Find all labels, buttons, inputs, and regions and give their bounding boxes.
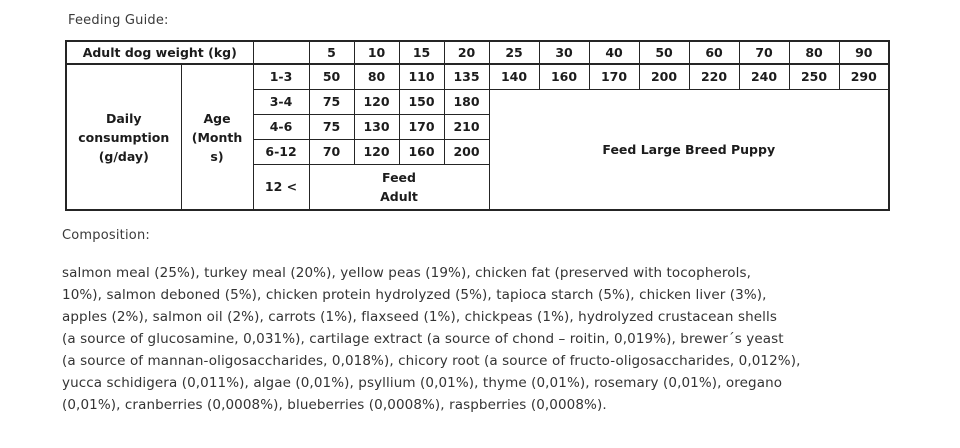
- table-row-age-6-12: 6-12 70 120 160 200: [66, 138, 889, 165]
- value-cell: 170: [588, 63, 640, 90]
- table-row-age-4-6: 4-6 75 130 170 210: [66, 113, 889, 140]
- table-row-age-12-plus: 12 < Feed Adult: [66, 163, 889, 211]
- weight-header-cell: 80: [788, 40, 840, 65]
- weight-header-cell: 50: [638, 40, 690, 65]
- daily-consumption-label-cell: Daily consumption (g/day): [65, 63, 182, 211]
- feed-large-breed-puppy-cell: Feed Large Breed Puppy: [488, 88, 890, 211]
- weight-header-cell: 15: [398, 40, 445, 65]
- value-cell: 75: [308, 88, 355, 115]
- value-cell: 50: [308, 63, 355, 90]
- value-cell: 250: [788, 63, 840, 90]
- table-header-row: Adult dog weight (kg) 5 10 15 20 25 30 4…: [65, 40, 890, 65]
- composition-label: Composition:: [62, 228, 150, 243]
- weight-header-cell: 30: [538, 40, 590, 65]
- value-cell: 200: [443, 138, 490, 165]
- weight-header-cell: 25: [488, 40, 540, 65]
- age-range-cell: 6-12: [252, 138, 310, 165]
- value-cell: 130: [353, 113, 400, 140]
- weight-header-cell: 60: [688, 40, 740, 65]
- weight-header-cell: 20: [443, 40, 490, 65]
- adult-dog-weight-header-cell: Adult dog weight (kg): [65, 40, 254, 65]
- feeding-guide-label: Feeding Guide:: [68, 13, 169, 28]
- table-row-age-1-3: Daily consumption (g/day) Age (Month s) …: [65, 63, 890, 211]
- value-cell: 120: [353, 88, 400, 115]
- age-range-cell: 1-3: [252, 63, 310, 90]
- weight-header-cell: 40: [588, 40, 640, 65]
- age-range-cell: 12 <: [252, 163, 310, 211]
- value-cell: 120: [353, 138, 400, 165]
- weight-header-cell: 10: [353, 40, 400, 65]
- value-cell: 110: [398, 63, 445, 90]
- age-range-cell: 4-6: [252, 113, 310, 140]
- value-cell: 140: [488, 63, 540, 90]
- value-cell: 150: [398, 88, 445, 115]
- weight-header-cell: 70: [738, 40, 790, 65]
- table-row-age-3-4: 3-4 75 120 150 180 Feed Large Breed Pupp…: [66, 88, 890, 211]
- composition-text: salmon meal (25%), turkey meal (20%), ye…: [62, 265, 801, 413]
- value-cell: 70: [308, 138, 355, 165]
- value-cell: 170: [398, 113, 445, 140]
- value-cell: 80: [353, 63, 400, 90]
- value-cell: 160: [538, 63, 590, 90]
- empty-header-cell: [252, 40, 310, 65]
- value-cell: 135: [443, 63, 490, 90]
- value-cell: 75: [308, 113, 355, 140]
- age-months-label-cell: Age (Month s): [180, 63, 254, 211]
- value-cell: 240: [738, 63, 790, 90]
- value-cell: 180: [443, 88, 490, 115]
- feeding-guide-table: Adult dog weight (kg) 5 10 15 20 25 30 4…: [65, 40, 891, 211]
- weight-header-cell: 90: [838, 40, 890, 65]
- weight-header-cell: 5: [308, 40, 355, 65]
- value-cell: 210: [443, 113, 490, 140]
- value-cell: 220: [688, 63, 740, 90]
- feed-adult-cell: Feed Adult: [308, 163, 490, 211]
- value-cell: 290: [838, 63, 890, 90]
- value-cell: 160: [398, 138, 445, 165]
- value-cell: 200: [638, 63, 690, 90]
- age-range-cell: 3-4: [252, 88, 310, 115]
